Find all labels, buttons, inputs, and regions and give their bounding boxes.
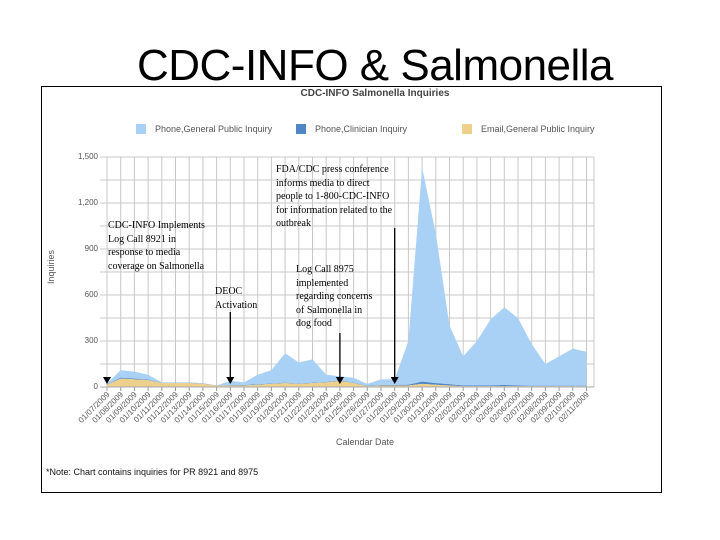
legend-swatch [136,124,146,134]
legend-label: Email,General Public Inquiry [481,124,595,134]
y-tick: 1,500 [77,152,98,161]
arrow-head-icon [390,377,399,384]
y-tick: 300 [84,336,98,345]
y-tick: 0 [93,382,98,391]
chart-frame [41,86,662,493]
arrow-head-icon [226,377,235,384]
legend-item-email-general: Email,General Public Inquiry [462,124,595,134]
annotation-press-conference: FDA/CDC press conference informs media t… [276,164,393,229]
legend-swatch [462,124,472,134]
arrow-head-icon [103,377,111,384]
annotation-eoc-activation: DEOC Activation [215,286,258,311]
y-tick: 600 [84,290,98,299]
x-axis-label: Calendar Date [336,437,395,447]
area-email-general-public-inquiry [107,378,587,387]
slide-title: CDC-INFO & Salmonella [136,41,614,90]
arrow-head-icon [335,377,344,384]
y-tick: 1,200 [77,198,98,207]
area-phone-general-public-inquiry [107,167,587,386]
annotation-implements-8921: CDC-INFO Implements Log Call 8921 in res… [108,220,205,272]
chart-note: *Note: Chart contains inquiries for PR 8… [46,467,259,477]
area-series [107,167,587,387]
legend-swatch [296,124,306,134]
chart-title: CDC-INFO Salmonella Inquiries [300,88,450,99]
legend-label: Phone,General Public Inquiry [155,124,273,134]
annotation-log-8975: Log Call 8975 implemented regarding conc… [296,264,373,329]
legend-item-phone-general: Phone,General Public Inquiry [136,124,272,134]
legend-label: Phone,Clinician Inquiry [315,124,408,134]
x-axis-ticks: 01/07/200901/08/200901/09/200901/10/2009… [77,386,594,425]
legend-item-phone-clinician: Phone,Clinician Inquiry [296,124,407,134]
y-tick: 900 [84,244,98,253]
annotation-arrows [103,228,399,384]
